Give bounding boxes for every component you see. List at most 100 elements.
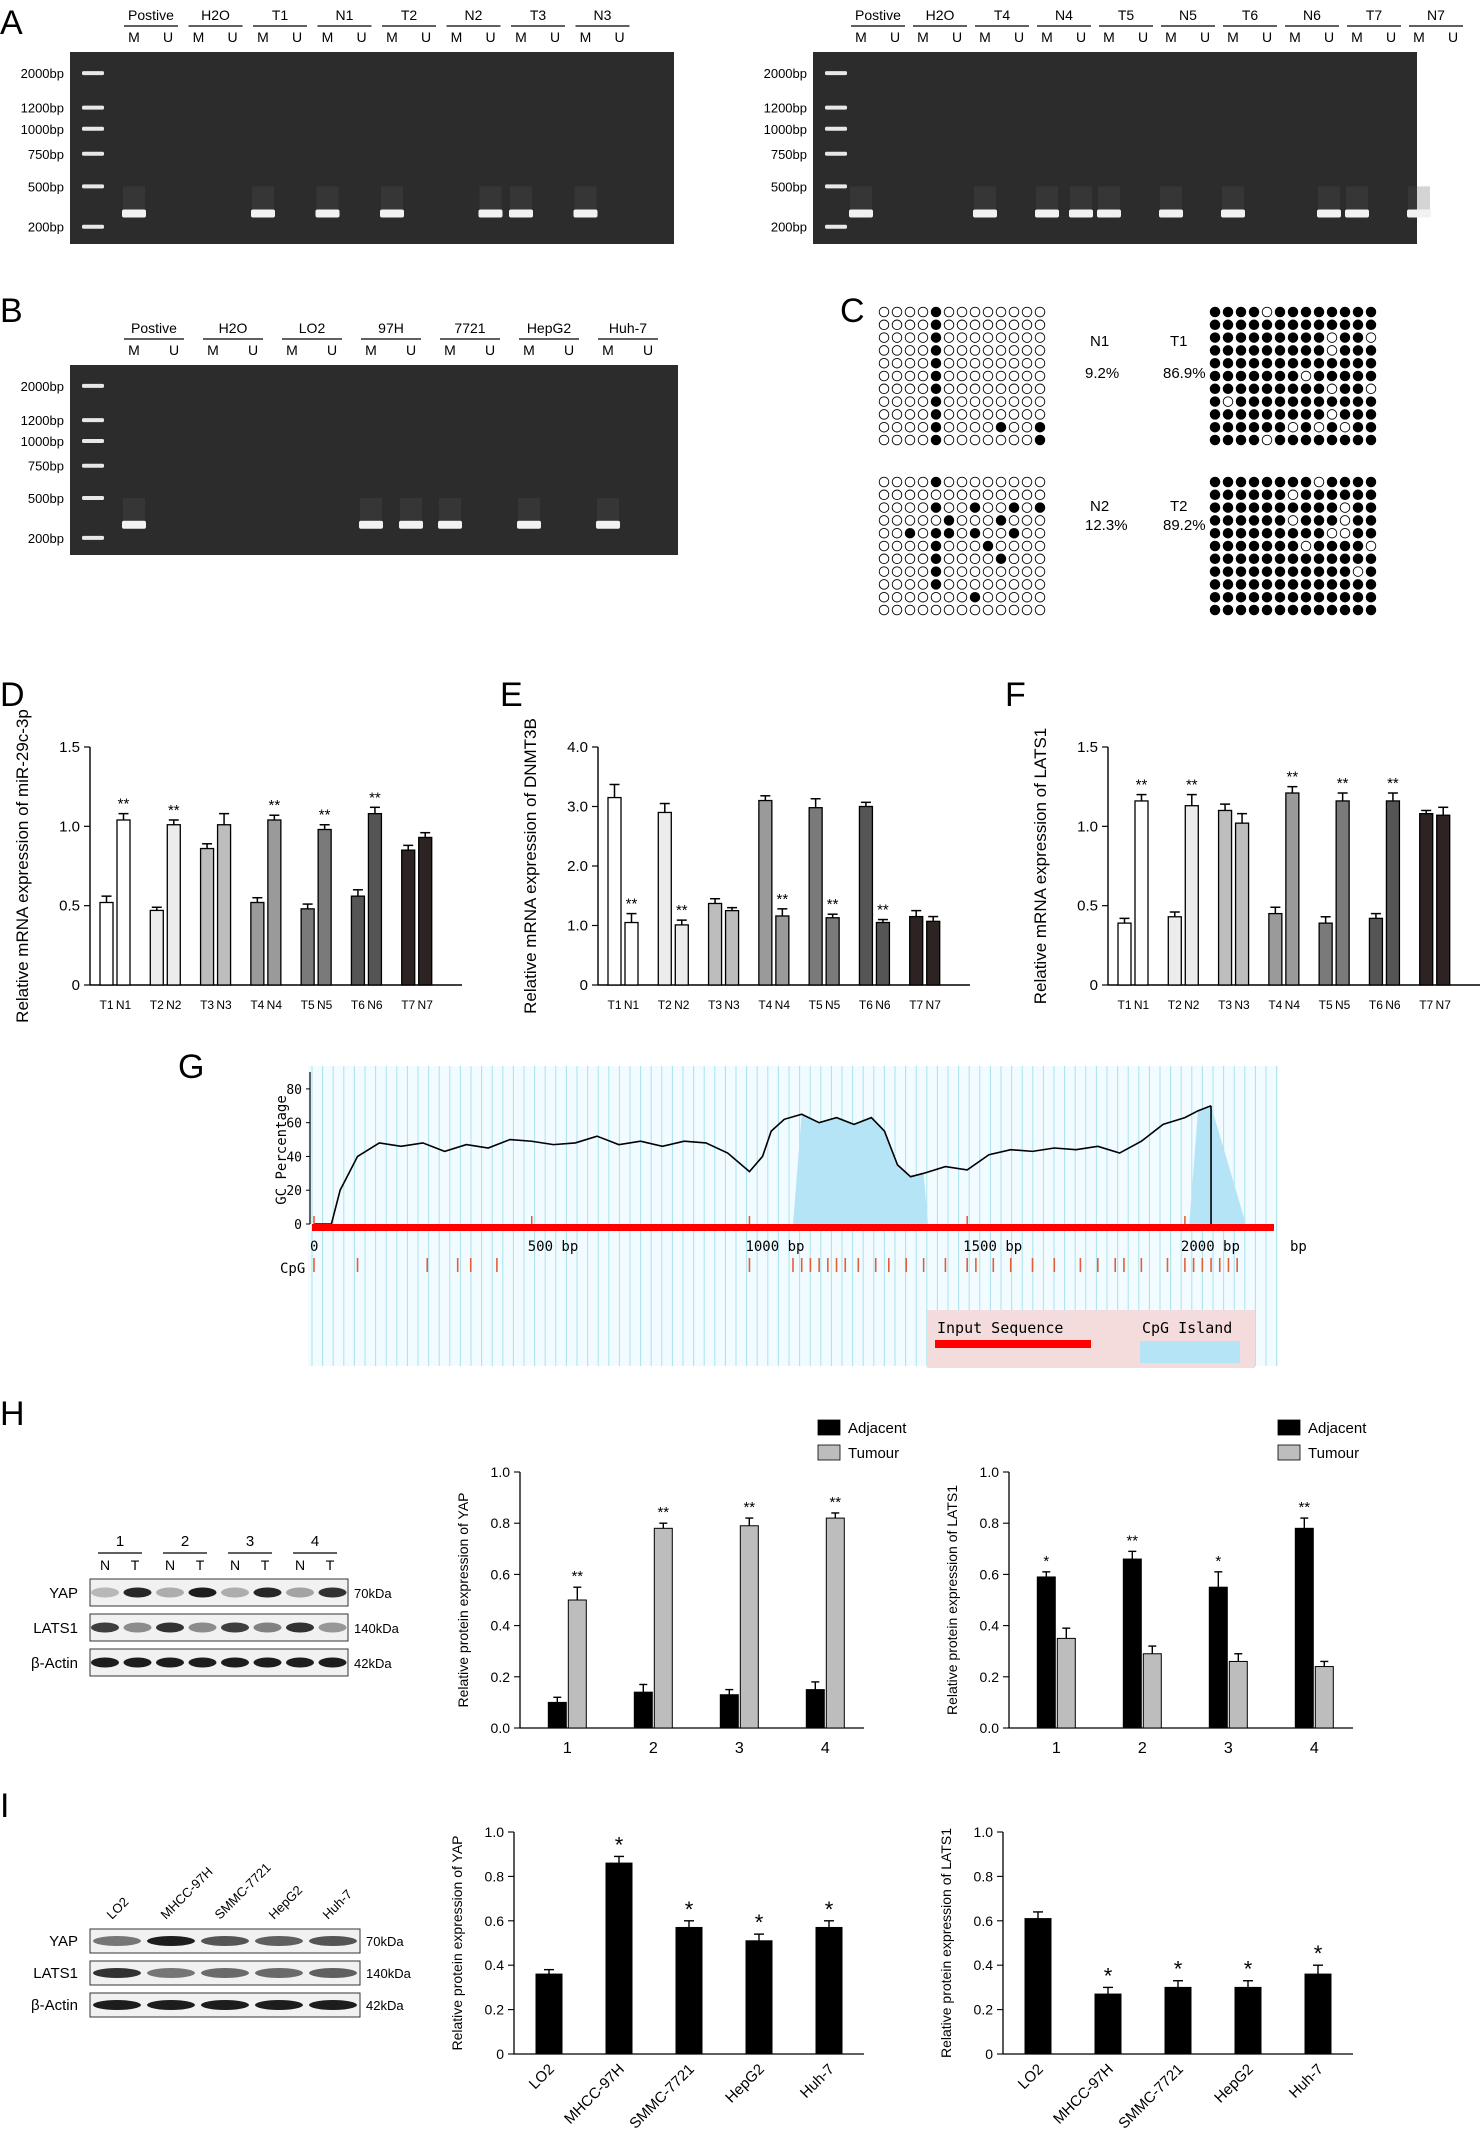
molecular-weight-label: 70kDa: [366, 1934, 404, 1949]
cpg-dot: [917, 476, 929, 488]
cpg-dot: [1021, 527, 1033, 539]
cpg-dot: [1034, 591, 1046, 603]
lane-M-label: M: [1165, 29, 1177, 45]
cpg-dot: [1326, 409, 1338, 420]
cpg-dot: [1287, 357, 1299, 369]
lane-label: T1: [272, 7, 289, 23]
lane-label: N2: [465, 7, 483, 23]
lane-T-label: T: [131, 1557, 140, 1573]
lane-label: 97H: [378, 320, 404, 336]
cpg-dot: [904, 553, 916, 565]
significance-mark: *: [755, 1910, 764, 1935]
cpg-dot: [891, 332, 903, 343]
cpg-dot: [956, 515, 968, 526]
significance-mark: *: [1215, 1553, 1221, 1570]
cpg-dot: [1261, 489, 1273, 501]
cpg-dot: [891, 383, 903, 395]
ladder-label: 200bp: [771, 220, 807, 235]
cpg-dot: [1222, 409, 1234, 420]
cpg-dot: [1235, 489, 1247, 501]
cpg-dot: [1326, 579, 1338, 590]
cpg-dot: [982, 357, 994, 369]
bar-tumour: [825, 1517, 845, 1729]
cpg-dot: [917, 527, 929, 539]
y-tick-label: 3.0: [567, 799, 588, 816]
cpg-dot: [1352, 332, 1364, 343]
cpg-dot: [1300, 527, 1312, 539]
legend-swatch-tumour: [1277, 1444, 1301, 1461]
cpg-dot: [878, 502, 890, 513]
cpg-dot: [1021, 489, 1033, 501]
gel-band: [1069, 209, 1093, 218]
panel-letter-C: C: [840, 292, 865, 330]
cpg-dot: [1222, 345, 1234, 356]
cpg-dot: [917, 434, 929, 446]
cpg-dot: [1248, 515, 1260, 526]
significance-mark: **: [1337, 775, 1349, 792]
lane-label: T6: [1242, 7, 1259, 23]
ladder-band: [825, 184, 847, 189]
x-axis-unit: bp: [1290, 1239, 1307, 1255]
cpg-dot: [1021, 540, 1033, 552]
cpg-dot: [1326, 345, 1338, 356]
cpg-dot: [930, 604, 942, 616]
protein-band: [123, 1587, 152, 1598]
cpg-dot: [943, 566, 955, 577]
lane-M-label: M: [128, 342, 140, 358]
cpg-dot: [1248, 591, 1260, 603]
x-tick-label: 3: [1224, 1740, 1233, 1757]
legend-label-tumour: Tumour: [848, 1445, 899, 1462]
lane-label: T4: [994, 7, 1011, 23]
x-tick-label: T6: [859, 998, 873, 1012]
cpg-dot: [1339, 579, 1351, 590]
chart-H-LATS1: 0.0 0.2 0.4 0.6 0.8 1.0 Relative protein expre…: [944, 1419, 1367, 1757]
legend-swatch-tumour: [817, 1444, 841, 1461]
x-tick-label: 2: [1138, 1740, 1147, 1757]
cpg-dot: [1209, 540, 1221, 552]
cpg-dot: [1365, 566, 1377, 577]
x-tick-label: T5: [1319, 998, 1333, 1012]
cpg-dot: [1209, 591, 1221, 603]
cpg-dot: [1313, 566, 1325, 577]
cpg-dot: [1034, 306, 1046, 318]
x-tick-label: T5: [301, 998, 315, 1012]
y-tick-label: 1.0: [491, 1464, 511, 1480]
legend-label-input-sequence: Input Sequence: [937, 1319, 1063, 1337]
cpg-dot: [1008, 434, 1020, 446]
cpg-dot: [1034, 476, 1046, 488]
cpg-dot: [1021, 357, 1033, 369]
sample-group-label: 1: [116, 1533, 124, 1550]
cpg-dot: [1261, 345, 1273, 356]
ladder-label: 2000bp: [21, 66, 64, 81]
cpg-dot: [1326, 591, 1338, 603]
gel-smear: [400, 498, 422, 521]
cpg-dot: [1352, 553, 1364, 565]
cpg-dot: [1222, 357, 1234, 369]
bar: [1335, 800, 1350, 986]
cpg-dot: [1287, 476, 1299, 488]
x-tick-label: 4: [821, 1740, 830, 1757]
y-tick-label: 0.8: [974, 1868, 994, 1884]
gel-smear: [574, 186, 597, 210]
cpg-dot: [878, 579, 890, 590]
cpg-dot: [943, 527, 955, 539]
cpg-dot: [878, 306, 890, 318]
cpg-dot: [1274, 357, 1286, 369]
ladder-label: 200bp: [28, 531, 64, 546]
cpg-dot: [1287, 527, 1299, 539]
lane-U-label: U: [564, 342, 574, 358]
cpg-dot: [1287, 502, 1299, 513]
bar-tumour: [653, 1527, 673, 1729]
cpg-dot: [1352, 421, 1364, 433]
cpg-dot: [995, 502, 1007, 513]
bar: [401, 849, 416, 986]
cpg-dot: [1300, 357, 1312, 369]
x-tick-label: T4: [250, 998, 264, 1012]
protein-band: [93, 2000, 141, 2010]
cpg-dot: [982, 319, 994, 331]
chart-I-LATS1: 0 0.2 0.4 0.6 0.8 1.0 Relative protein express…: [938, 1824, 1353, 2132]
protein-band: [255, 2000, 303, 2010]
cpg-dot: [1222, 540, 1234, 552]
cpg-dot: [1313, 502, 1325, 513]
cpg-dot: [1300, 421, 1312, 433]
